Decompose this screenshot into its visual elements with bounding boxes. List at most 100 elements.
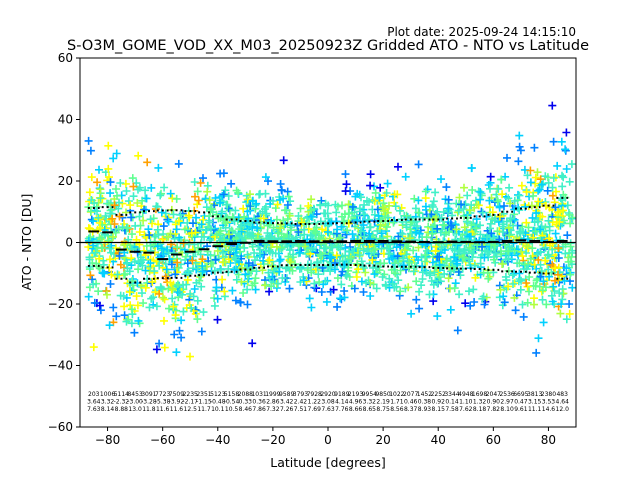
data-point	[216, 198, 225, 207]
data-point	[169, 302, 178, 311]
data-point	[509, 239, 518, 248]
bin-stat-label: 9850	[375, 391, 390, 398]
data-point	[213, 315, 222, 324]
data-point	[92, 259, 101, 268]
plot-area: 2033.647.6310063.328.145114-2.328.888453…	[80, 101, 576, 413]
bin-stat-label: 4.96	[349, 399, 363, 406]
bin-stat-label: 2235	[183, 391, 198, 398]
bin-stat-label: 3.08	[321, 399, 335, 406]
scatter-points	[84, 101, 576, 361]
data-point	[357, 277, 366, 286]
data-point	[559, 206, 567, 215]
data-point	[412, 295, 421, 304]
data-point	[173, 243, 182, 252]
bin-stat-label: 7509	[169, 391, 184, 398]
data-point	[411, 204, 420, 213]
data-point	[445, 228, 453, 236]
bin-stat-label: 4948	[458, 391, 473, 398]
data-point	[230, 217, 239, 226]
data-point	[285, 284, 294, 293]
data-point	[466, 232, 475, 241]
data-point	[84, 236, 93, 245]
data-point	[364, 244, 372, 253]
data-point	[566, 242, 575, 251]
data-point	[437, 175, 445, 184]
data-point	[184, 266, 193, 275]
data-point	[251, 285, 260, 294]
data-point	[422, 233, 431, 242]
data-point	[392, 243, 401, 252]
data-point	[452, 257, 461, 265]
data-point	[201, 195, 210, 204]
bin-stat-label: 5158	[224, 391, 239, 398]
data-point	[478, 208, 487, 217]
data-point	[179, 239, 188, 248]
bin-stat-label: 7.51	[294, 406, 308, 413]
data-point	[531, 227, 540, 236]
data-point	[429, 297, 438, 306]
data-point	[197, 282, 206, 291]
data-point	[199, 174, 207, 183]
data-point	[289, 250, 298, 259]
data-point	[277, 185, 286, 194]
data-point	[243, 250, 252, 259]
y-tick-label: 40	[58, 113, 73, 127]
bin-stat-label: 8.14	[101, 406, 115, 413]
bin-stat-label: 9189	[334, 391, 349, 398]
data-point	[497, 175, 506, 184]
data-point	[133, 301, 142, 310]
data-point	[412, 277, 421, 286]
data-point	[321, 199, 330, 208]
data-point	[120, 302, 129, 311]
data-point	[93, 178, 102, 187]
data-point	[399, 254, 408, 263]
data-point	[148, 277, 157, 286]
data-point	[442, 256, 451, 265]
data-point	[276, 220, 285, 229]
data-point	[200, 232, 209, 241]
data-point	[421, 202, 430, 211]
data-point	[342, 271, 351, 280]
bin-stat-label: 9589	[279, 391, 294, 398]
data-point	[508, 271, 517, 280]
data-point	[193, 315, 202, 324]
data-point	[485, 196, 494, 205]
data-point	[414, 160, 423, 169]
data-point	[567, 252, 576, 261]
data-point	[296, 204, 305, 213]
data-point	[381, 222, 390, 231]
data-point	[494, 184, 503, 193]
bin-stat-label: 12.5	[184, 406, 198, 413]
data-point	[227, 245, 236, 254]
data-point	[522, 279, 531, 287]
bin-stat-label: 3.32	[363, 399, 377, 406]
data-point	[269, 197, 277, 205]
data-point	[503, 153, 511, 162]
bin-stat-label: 3813	[527, 391, 542, 398]
bin-stat-label: 203	[88, 391, 100, 398]
data-point	[294, 242, 303, 250]
data-point	[366, 170, 375, 179]
data-point	[400, 246, 409, 255]
data-point	[249, 231, 258, 240]
data-point	[196, 178, 205, 187]
data-point	[304, 202, 313, 210]
data-point	[124, 315, 133, 324]
data-point	[264, 246, 273, 255]
data-point	[90, 199, 99, 208]
bin-stat-label: 2351	[196, 391, 211, 398]
data-point	[105, 321, 114, 330]
data-point	[378, 273, 387, 281]
bin-stat-label: 7.69	[308, 406, 322, 413]
bin-stat-label: 3.15	[528, 399, 542, 406]
data-point	[173, 280, 182, 289]
data-point	[376, 220, 385, 229]
x-axis-label: Latitude [degrees]	[270, 455, 386, 470]
data-point	[183, 275, 192, 284]
data-point	[470, 298, 479, 306]
data-point	[143, 158, 152, 167]
data-point	[173, 288, 182, 296]
data-point	[313, 258, 322, 266]
data-point	[329, 285, 338, 294]
data-point	[347, 254, 356, 263]
